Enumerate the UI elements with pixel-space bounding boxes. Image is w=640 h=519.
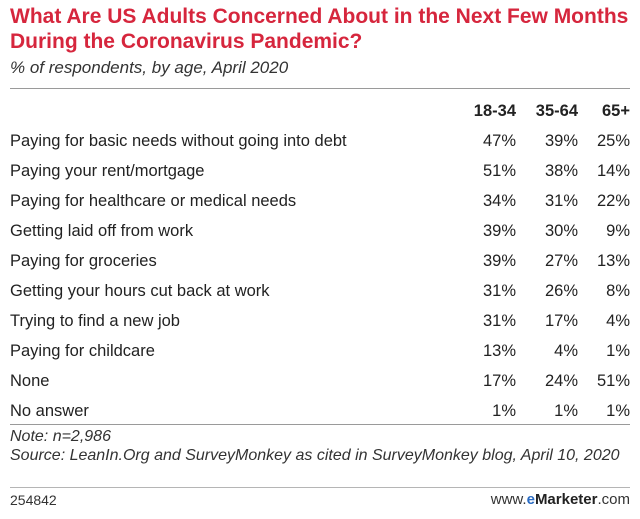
- row-label: Paying for childcare: [10, 341, 155, 360]
- value-cell-65-plus: 9%: [606, 221, 630, 240]
- value-cell-35-64: 4%: [554, 341, 578, 360]
- value-cell-35-64: 26%: [544, 281, 578, 300]
- source-text: Source: LeanIn.Org and SurveyMonkey as c…: [10, 447, 620, 464]
- value-cell-35-64: 30%: [544, 221, 578, 240]
- bottom-divider: [10, 424, 630, 425]
- chart-subtitle: % of respondents, by age, April 2020: [10, 58, 289, 77]
- row-label: Paying for basic needs without going int…: [10, 131, 347, 150]
- value-cell-35-64: 31%: [544, 191, 578, 210]
- table-row: Paying your rent/mortgage 51% 38% 14%: [10, 156, 630, 186]
- value-cell-65-plus: 1%: [606, 341, 630, 360]
- footer-divider: [10, 487, 630, 488]
- value-cell-18-34: 51%: [482, 161, 516, 180]
- value-cell-35-64: 17%: [544, 311, 578, 330]
- header-label-blank: [10, 96, 454, 126]
- brand-e: e: [526, 491, 535, 508]
- value-cell-35-64: 39%: [544, 131, 578, 150]
- value-cell-35-64: 38%: [544, 161, 578, 180]
- value-cell-18-34: 34%: [482, 191, 516, 210]
- table-row: Trying to find a new job 31% 17% 4%: [10, 306, 630, 336]
- value-cell-18-34: 31%: [482, 311, 516, 330]
- value-cell-35-64: 24%: [544, 371, 578, 390]
- row-label: Paying your rent/mortgage: [10, 161, 205, 180]
- value-cell-18-34: 13%: [482, 341, 516, 360]
- table-body: Paying for basic needs without going int…: [10, 126, 630, 426]
- column-header-35-64: 35-64: [535, 101, 578, 120]
- row-label: Paying for groceries: [10, 251, 157, 270]
- value-cell-18-34: 31%: [482, 281, 516, 300]
- value-cell-65-plus: 4%: [606, 311, 630, 330]
- table-row: No answer 1% 1% 1%: [10, 396, 630, 426]
- table-row: Paying for childcare 13% 4% 1%: [10, 336, 630, 366]
- chart-id: 254842: [10, 492, 57, 508]
- table-row: Getting laid off from work 39% 30% 9%: [10, 216, 630, 246]
- value-cell-65-plus: 1%: [606, 401, 630, 420]
- notes-block: Note: n=2,986 Source: LeanIn.Org and Sur…: [10, 427, 630, 465]
- table-row: None 17% 24% 51%: [10, 366, 630, 396]
- column-header-18-34: 18-34: [473, 101, 516, 120]
- table-row: Paying for healthcare or medical needs 34…: [10, 186, 630, 216]
- value-cell-65-plus: 13%: [596, 251, 630, 270]
- value-cell-65-plus: 25%: [596, 131, 630, 150]
- table-row: Getting your hours cut back at work 31% 26…: [10, 276, 630, 306]
- header-row: 18-34 35-64 65+: [10, 96, 630, 126]
- value-cell-18-34: 39%: [482, 221, 516, 240]
- row-label: Getting your hours cut back at work: [10, 281, 270, 300]
- brand-name: Marketer: [534, 491, 598, 508]
- chart-title: What Are US Adults Concerned About in th…: [10, 5, 629, 53]
- top-divider: [10, 88, 630, 89]
- row-label: No answer: [10, 401, 89, 420]
- row-label: Getting laid off from work: [10, 221, 194, 240]
- value-cell-18-34: 17%: [482, 371, 516, 390]
- brand-suffix: .com: [597, 491, 630, 508]
- row-label: None: [10, 371, 50, 390]
- value-cell-65-plus: 51%: [596, 371, 630, 390]
- brand-logo: www.eMarketer.com: [491, 491, 630, 508]
- row-label: Trying to find a new job: [10, 311, 180, 330]
- value-cell-35-64: 27%: [544, 251, 578, 270]
- value-cell-18-34: 47%: [482, 131, 516, 150]
- value-cell-65-plus: 8%: [606, 281, 630, 300]
- table-row: Paying for groceries 39% 27% 13%: [10, 246, 630, 276]
- value-cell-65-plus: 14%: [596, 161, 630, 180]
- value-cell-18-34: 1%: [492, 401, 516, 420]
- data-table: 18-34 35-64 65+ Paying for basic needs w…: [10, 96, 630, 426]
- value-cell-65-plus: 22%: [596, 191, 630, 210]
- row-label: Paying for healthcare or medical needs: [10, 191, 297, 210]
- brand-prefix: www.: [490, 491, 527, 508]
- table-row: Paying for basic needs without going int…: [10, 126, 630, 156]
- value-cell-35-64: 1%: [554, 401, 578, 420]
- value-cell-18-34: 39%: [482, 251, 516, 270]
- column-header-65-plus: 65+: [602, 101, 630, 120]
- note-text: Note: n=2,986: [10, 428, 111, 445]
